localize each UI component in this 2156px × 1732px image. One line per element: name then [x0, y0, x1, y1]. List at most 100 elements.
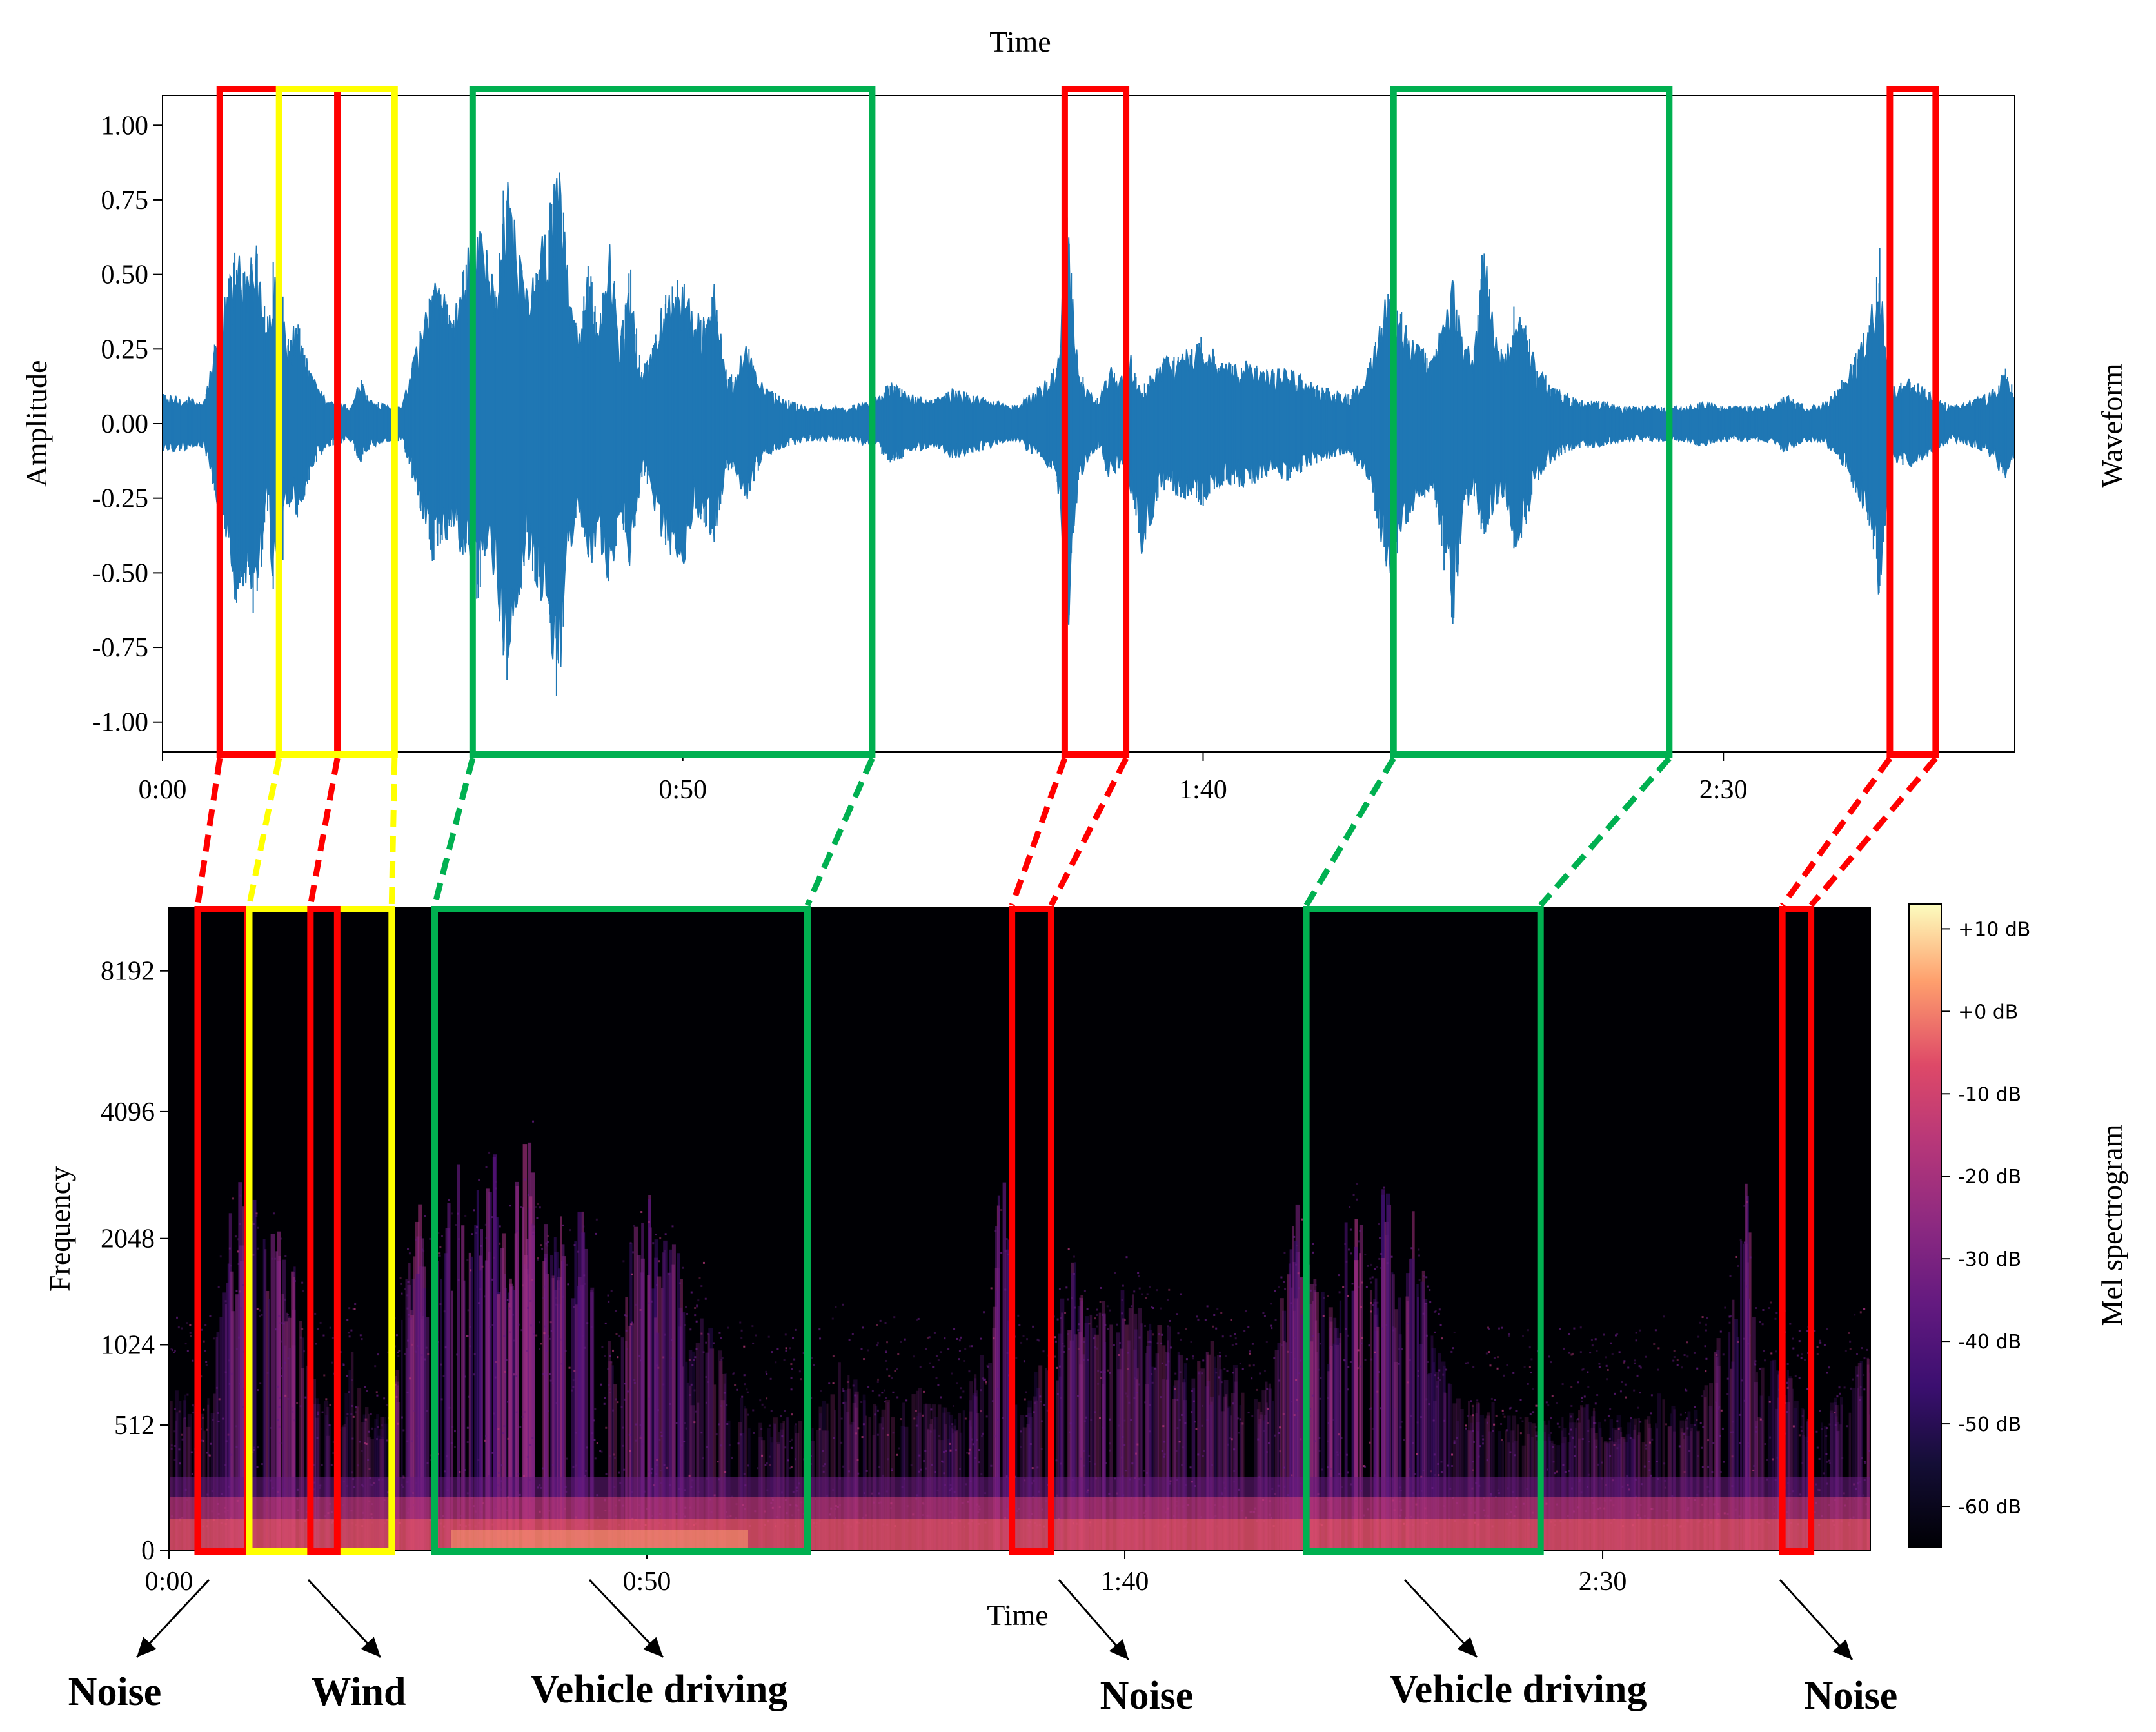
spectrogram-energy-band [640, 1258, 645, 1550]
spectrogram-speckle [1702, 1426, 1705, 1428]
spectrogram-speckle [896, 1396, 899, 1399]
spectrogram-speckle [633, 1381, 636, 1384]
spectrogram-energy-band [1265, 1381, 1268, 1550]
spectrogram-speckle [1429, 1289, 1431, 1292]
spectrogram-speckle [368, 1468, 371, 1470]
colorbar-tick-label: -10 dB [1958, 1083, 2021, 1106]
spectrogram-speckle [1036, 1466, 1039, 1469]
spectrogram-speckle [1259, 1372, 1261, 1375]
spectrogram-speckle [968, 1370, 971, 1373]
region-connector-line [195, 758, 223, 906]
spectrogram-energy-band [830, 1394, 835, 1550]
spectrogram-speckle [1747, 1343, 1750, 1345]
spectrogram-speckle [1523, 1366, 1526, 1368]
spectrogram-energy-band [916, 1390, 919, 1550]
spectrogram-speckle [980, 1473, 983, 1476]
spectrogram-speckle [516, 1230, 519, 1232]
spectrogram-speckle [1792, 1337, 1794, 1340]
spectrogram-speckle [1330, 1468, 1332, 1470]
spectrogram-speckle [854, 1394, 856, 1397]
spectrogram-speckle [400, 1283, 402, 1285]
spectrogram-energy-band [1292, 1226, 1295, 1550]
spectrogram-speckle [178, 1448, 181, 1451]
spectrogram-energy-band [291, 1271, 294, 1550]
spectrogram-speckle [1409, 1415, 1412, 1417]
spectrogram-speckle [280, 1237, 282, 1240]
spectrogram-speckle [1322, 1314, 1325, 1317]
spectrogram-speckle [547, 1235, 549, 1237]
spectrogram-speckle [1623, 1361, 1625, 1364]
spectrogram-speckle [1437, 1377, 1439, 1379]
spectrogram-speckle [1179, 1371, 1182, 1373]
spectrogram-speckle [1686, 1341, 1688, 1344]
spectrogram-speckle [526, 1455, 529, 1458]
spectrogram-speckle [542, 1467, 544, 1470]
spectrogram-speckle [348, 1391, 350, 1393]
spectrogram-energy-band [708, 1328, 713, 1550]
spectrogram-energy-band [1478, 1402, 1481, 1550]
spectrogram-energy-band [213, 1393, 216, 1550]
spectrogram-speckle [1616, 1420, 1619, 1422]
spectrogram-speckle [1279, 1426, 1281, 1429]
spectrogram-speckle [1309, 1408, 1312, 1410]
spectrogram-speckle [1386, 1262, 1389, 1265]
spectrogram-speckle [481, 1265, 484, 1268]
spectrogram-speckle [539, 1348, 541, 1350]
spectrogram-speckle [1300, 1359, 1302, 1362]
spectrogram-speckle [1429, 1301, 1432, 1304]
spectrogram-speckle [630, 1323, 633, 1326]
spectrogram-speckle [543, 1285, 546, 1288]
spectrogram-speckle [1230, 1319, 1232, 1321]
spectrogram-energy-band [1060, 1298, 1065, 1550]
spectrogram-speckle [724, 1471, 727, 1473]
spectrogram-speckle [658, 1260, 660, 1263]
spectrogram-energy-band [1423, 1299, 1428, 1550]
spectrogram-speckle [424, 1215, 426, 1217]
spectrogram-energy-band [1145, 1384, 1149, 1550]
spectrogram-speckle [1834, 1424, 1837, 1426]
spectrogram-speckle [278, 1425, 281, 1428]
spectrogram-energy-band [1155, 1353, 1160, 1550]
spectrogram-speckle [1472, 1430, 1474, 1432]
spectrogram-speckle [1128, 1401, 1131, 1404]
spectrogram-speckle [990, 1464, 993, 1467]
spectrogram-speckle [740, 1337, 743, 1339]
spectrogram-speckle [1233, 1470, 1236, 1472]
spectrogram-energy-band [1034, 1372, 1038, 1550]
spectrogram-energy-band [654, 1317, 658, 1550]
spectrogram-speckle [1229, 1335, 1232, 1337]
spectrogram-energy-band [1752, 1317, 1756, 1550]
spectrogram-speckle [493, 1412, 495, 1415]
spectrogram-speckle [1058, 1365, 1061, 1368]
spectrogram-speckle [1801, 1415, 1804, 1417]
spectrogram-speckle [1730, 1315, 1732, 1317]
spectrogram-speckle [1312, 1243, 1314, 1245]
spectrogram-speckle [357, 1464, 359, 1467]
spectrogram-speckle [572, 1386, 575, 1388]
spectrogram-energy-band [1006, 1239, 1010, 1550]
spectrogram-speckle [1746, 1285, 1748, 1288]
spectrogram-speckle [886, 1341, 889, 1344]
spectrogram-speckle [892, 1432, 895, 1434]
spectrogram-speckle [330, 1464, 333, 1466]
spectrogram-energy-band [571, 1298, 576, 1550]
spectrogram-speckle [857, 1427, 860, 1430]
spectrogram-energy-band [486, 1188, 490, 1550]
spectrogram-speckle [1823, 1472, 1825, 1475]
spectrogram-speckle [1753, 1464, 1755, 1467]
spectrogram-speckle [916, 1319, 918, 1321]
spectrogram-speckle [1570, 1415, 1572, 1418]
spectrogram-speckle [1216, 1308, 1219, 1310]
spectrogram-speckle [200, 1375, 203, 1378]
spectrogram-energy-band [1373, 1301, 1377, 1550]
spectrogram-speckle [1018, 1324, 1021, 1326]
spectrogram-speckle [1453, 1332, 1456, 1334]
spectrogram-speckle [1472, 1414, 1474, 1417]
spectrogram-speckle [1024, 1398, 1026, 1401]
spectrogram-speckle [958, 1358, 960, 1361]
spectrogram-speckle [526, 1350, 528, 1352]
spectrogram-speckle [1754, 1363, 1757, 1366]
spectrogram-speckle [456, 1353, 459, 1356]
spectrogram-energy-band [988, 1363, 993, 1550]
spectrogram-speckle [351, 1404, 353, 1407]
